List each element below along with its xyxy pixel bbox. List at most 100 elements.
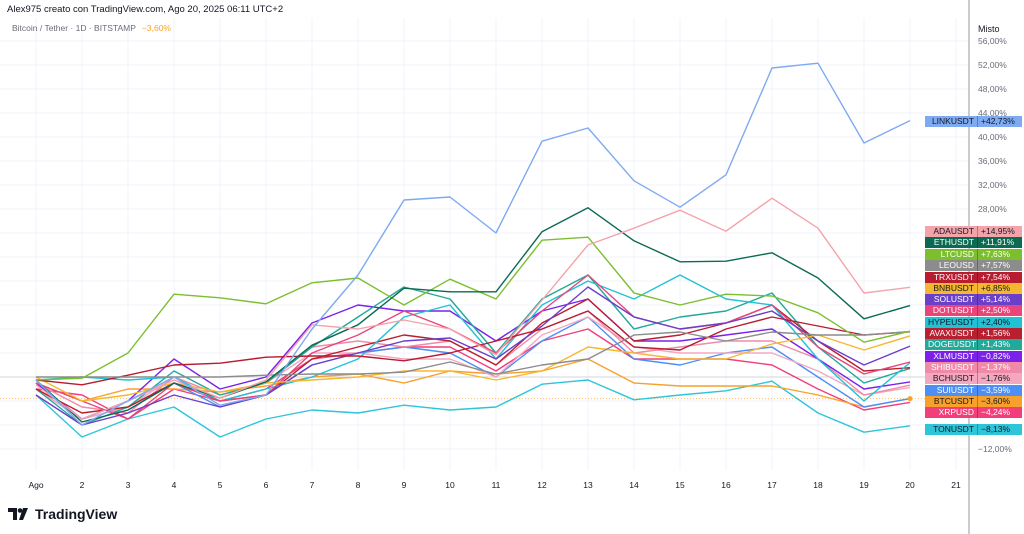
series-name: DOGEUSDT (928, 339, 977, 349)
series-price-label[interactable]: AVAXUSDT +1,56% (925, 328, 1022, 339)
series-change-value: +5,14% (977, 294, 1022, 305)
series-change-value: +7,54% (977, 272, 1022, 283)
series-price-label[interactable]: DOGEUSDT +1,43% (925, 339, 1022, 350)
last-price-dot (907, 396, 913, 402)
x-tick-label: 9 (401, 480, 407, 490)
series-change-value: −8,13% (977, 424, 1022, 435)
series-change-value: −3,59% (977, 385, 1022, 396)
series-change-value: +7,57% (977, 260, 1022, 271)
x-tick-label: 16 (721, 480, 731, 490)
series-name: BCHUSDT (932, 373, 974, 383)
series-change-value: +2,50% (977, 305, 1022, 316)
series-change-value: −0,82% (977, 351, 1022, 362)
series-line-suiusdt (35, 316, 911, 420)
x-tick-label: 14 (629, 480, 639, 490)
series-change-value: +1,43% (977, 339, 1022, 350)
x-tick-label: 21 (951, 480, 961, 490)
x-tick-label: 7 (309, 480, 315, 490)
series-line-solusdt (35, 286, 911, 426)
series-line-adausdt (35, 197, 911, 420)
series-change-value: +1,56% (977, 328, 1022, 339)
series-price-label[interactable]: XLMUSDT −0,82% (925, 351, 1022, 362)
series-price-label[interactable]: BNBUSDT +6,85% (925, 283, 1022, 294)
series-name: SUIUSDT (936, 385, 974, 395)
series-line-ltcusd (35, 236, 911, 381)
x-tick-label: 8 (355, 480, 361, 490)
series-line-ethusdt (35, 207, 911, 423)
series-name: BTCUSDT (933, 396, 974, 406)
y-tick-label: 28,00% (978, 204, 1007, 214)
series-line-xrpusd (35, 328, 911, 420)
series-line-leousd (36, 330, 911, 378)
series-change-value: −4,24% (977, 407, 1022, 418)
series-price-label[interactable]: BTCUSDT −3,60% (925, 396, 1022, 407)
series-change-value: +11,91% (977, 237, 1022, 248)
series-line-btcusdt (35, 358, 911, 408)
series-change-value: +14,95% (977, 226, 1022, 237)
y-tick-label: 52,00% (978, 60, 1007, 70)
series-line-trxusdt (35, 310, 911, 386)
series-name: SOLUSDT (933, 294, 974, 304)
x-tick-label: 12 (537, 480, 547, 490)
series-price-label[interactable]: DOTUSDT +2,50% (925, 305, 1022, 316)
series-change-value: −1,37% (977, 362, 1022, 373)
series-price-label[interactable]: BCHUSDT −1,76% (925, 373, 1022, 384)
series-price-label[interactable]: SOLUSDT +5,14% (925, 294, 1022, 305)
series-change-value: +42,73% (977, 116, 1022, 127)
series-name: XLMUSDT (933, 351, 974, 361)
x-tick-label: 3 (125, 480, 131, 490)
series-line-bnbusdt (35, 334, 911, 402)
x-tick-label: 15 (675, 480, 685, 490)
y-tick-label: 44,00% (978, 108, 1007, 118)
tradingview-logo: TradingView (8, 506, 117, 522)
y-tick-label: 56,00% (978, 36, 1007, 46)
series-price-label[interactable]: TRXUSDT +7,54% (925, 272, 1022, 283)
series-price-label[interactable]: LINKUSDT +42,73% (925, 116, 1022, 127)
series-price-label[interactable]: ADAUSDT +14,95% (925, 226, 1022, 237)
series-line-tonusdt (35, 379, 911, 438)
series-line-dogeusdt (35, 274, 911, 426)
series-change-value: −1,76% (977, 373, 1022, 384)
y-tick-label: 32,00% (978, 180, 1007, 190)
x-tick-label: 4 (171, 480, 177, 490)
series-change-value: +7,63% (977, 249, 1022, 260)
x-tick-label: 5 (217, 480, 223, 490)
series-price-label[interactable]: LEOUSD +7,57% (925, 260, 1022, 271)
series-line-linkusdt (35, 62, 911, 426)
series-price-label[interactable]: HYPEUSDT +2,40% (925, 317, 1022, 328)
series-name: LTCUSD (940, 249, 974, 259)
symbol-change: −3,60% (141, 23, 171, 33)
x-tick-label: 17 (767, 480, 777, 490)
series-price-label[interactable]: SUIUSDT −3,59% (925, 385, 1022, 396)
series-name: ADAUSDT (933, 226, 974, 236)
series-name: DOTUSDT (932, 305, 974, 315)
series-name: LEOUSD (939, 260, 974, 270)
series-name: BNBUSDT (933, 283, 974, 293)
x-tick-label: 18 (813, 480, 823, 490)
series-price-label[interactable]: LTCUSD +7,63% (925, 249, 1022, 260)
series-name: HYPEUSDT (928, 317, 975, 327)
series-name: XRPUSD (938, 407, 974, 417)
series-price-label[interactable]: SHIBUSDT −1,37% (925, 362, 1022, 373)
series-price-label[interactable]: TONUSDT −8,13% (925, 424, 1022, 435)
series-change-value: +2,40% (977, 317, 1022, 328)
series-change-value: +6,85% (977, 283, 1022, 294)
series-name: ETHUSDT (933, 237, 974, 247)
series-name: TONUSDT (933, 424, 974, 434)
scale-mode-label[interactable]: Misto (978, 24, 1000, 34)
y-tick-label: −12,00% (978, 444, 1012, 454)
series-price-label[interactable]: ETHUSDT +11,91% (925, 237, 1022, 248)
x-tick-label: 20 (905, 480, 915, 490)
chart-credit: Alex975 creato con TradingView.com, Ago … (7, 4, 284, 15)
symbol-name: Bitcoin / Tether · 1D · BITSTAMP (12, 23, 136, 33)
y-tick-label: 36,00% (978, 156, 1007, 166)
tradingview-logo-icon (8, 508, 28, 520)
symbol-legend[interactable]: Bitcoin / Tether · 1D · BITSTAMP −3,60% (12, 23, 171, 33)
series-name: SHIBUSDT (931, 362, 974, 372)
series-name: LINKUSDT (931, 116, 974, 126)
logo-text: TradingView (35, 506, 118, 522)
x-tick-label: 10 (445, 480, 455, 490)
y-tick-label: 48,00% (978, 84, 1007, 94)
series-price-label[interactable]: XRPUSD −4,24% (925, 407, 1022, 418)
